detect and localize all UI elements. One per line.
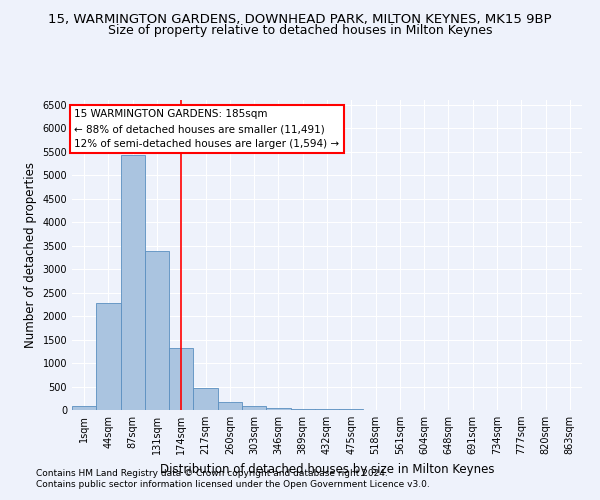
Text: Contains HM Land Registry data © Crown copyright and database right 2024.: Contains HM Land Registry data © Crown c…: [36, 468, 388, 477]
Bar: [145, 251, 169, 410]
Bar: [193, 388, 218, 410]
Bar: [266, 408, 290, 410]
Text: Contains public sector information licensed under the Open Government Licence v3: Contains public sector information licen…: [36, 480, 430, 489]
Bar: [218, 402, 242, 410]
X-axis label: Distribution of detached houses by size in Milton Keynes: Distribution of detached houses by size …: [160, 462, 494, 475]
Bar: [242, 406, 266, 410]
Y-axis label: Number of detached properties: Number of detached properties: [24, 162, 37, 348]
Text: 15, WARMINGTON GARDENS, DOWNHEAD PARK, MILTON KEYNES, MK15 9BP: 15, WARMINGTON GARDENS, DOWNHEAD PARK, M…: [48, 12, 552, 26]
Text: 15 WARMINGTON GARDENS: 185sqm
← 88% of detached houses are smaller (11,491)
12% : 15 WARMINGTON GARDENS: 185sqm ← 88% of d…: [74, 110, 340, 149]
Text: Size of property relative to detached houses in Milton Keynes: Size of property relative to detached ho…: [108, 24, 492, 37]
Bar: [96, 303, 121, 410]
Bar: [315, 409, 339, 410]
Bar: [121, 156, 145, 410]
Bar: [290, 408, 315, 410]
Bar: [72, 406, 96, 410]
Bar: [169, 348, 193, 410]
